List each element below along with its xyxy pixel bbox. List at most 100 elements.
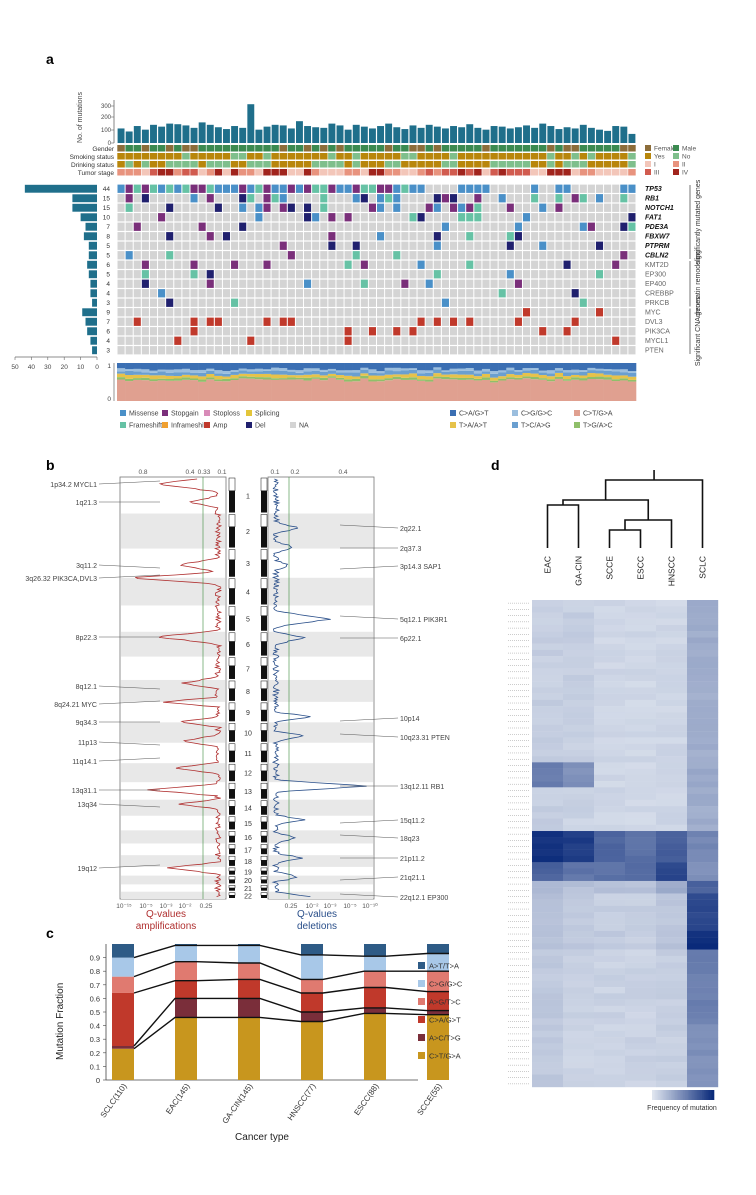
oncoprint-cell (506, 241, 514, 250)
oncoprint-cell (125, 251, 133, 260)
panel-c-bar-segment (175, 961, 197, 981)
mutation-count-bar (214, 127, 222, 143)
mutation-count-bar (466, 124, 474, 143)
oncoprint-cell (539, 194, 547, 203)
oncoprint-cell (393, 260, 401, 269)
heatmap-cell (563, 1024, 595, 1032)
oncoprint-cell (198, 241, 206, 250)
oncoprint-cell (571, 194, 579, 203)
annotation-cell (328, 145, 336, 152)
oncoprint-cell (174, 346, 182, 355)
signature-fraction-segment (433, 369, 442, 374)
oncoprint-cell (368, 194, 376, 203)
oncoprint-cell (239, 289, 247, 298)
oncoprint-cell (287, 336, 295, 345)
signature-fraction-segment (303, 377, 312, 381)
oncoprint-cell (449, 336, 458, 345)
heatmap-cell (625, 962, 657, 969)
oncoprint-cell (433, 232, 441, 241)
oncoprint-cell (514, 270, 522, 279)
annotation-cell (384, 145, 393, 152)
oncoprint-cell (539, 317, 547, 326)
annotation-cell (125, 153, 133, 160)
mutation-count-bar (620, 126, 628, 143)
signature-fraction-segment (279, 374, 288, 379)
oncoprint-cell (320, 298, 328, 307)
annotation-cell (603, 161, 612, 168)
heatmap-cell (594, 1037, 626, 1044)
oncoprint-cell (458, 336, 466, 345)
heatmap-cell (594, 693, 626, 701)
chromosome-label: 6 (246, 642, 250, 649)
ideogram-right-arm (260, 680, 268, 689)
annotation-cell (441, 153, 450, 160)
oncoprint-cell (174, 203, 182, 212)
amp-chromosome-band (121, 799, 225, 816)
signature-fraction-segment (554, 363, 564, 369)
annotation-cell (230, 169, 239, 176)
oncoprint-cell (539, 203, 547, 212)
oncoprint-cell (133, 241, 141, 250)
amp-peak-label: 11q14.1 (72, 759, 97, 766)
oncoprint-cell (336, 203, 344, 212)
oncoprint-cell (377, 241, 385, 250)
oncoprint-cell (141, 241, 149, 250)
oncoprint-cell (344, 317, 352, 326)
signature-fraction-segment (254, 373, 264, 378)
oncoprint-cell (255, 346, 263, 355)
heatmap-cell (563, 831, 595, 838)
oncoprint-cell (117, 194, 125, 203)
oncoprint-cell (441, 222, 449, 231)
heatmap-cell (532, 637, 564, 644)
oncoprint-cell (222, 213, 231, 222)
oncoprint-cell (498, 317, 506, 326)
colorbar-step (687, 1090, 690, 1100)
oncoprint-cell (417, 232, 425, 241)
oncoprint-cell (547, 241, 555, 250)
oncoprint-cell (198, 298, 206, 307)
oncoprint-cell (149, 184, 158, 193)
oncoprint-cell (466, 317, 474, 326)
oncoprint-cell (628, 270, 636, 279)
oncoprint-cell (214, 346, 222, 355)
signature-fraction-segment (157, 375, 166, 379)
annotation-cell (328, 161, 336, 168)
gene-frequency-bar (83, 232, 97, 241)
signature-fraction-segment (133, 374, 142, 379)
oncoprint-cell (287, 184, 295, 193)
signature-fraction-segment (384, 380, 394, 401)
oncoprint-cell (458, 289, 466, 298)
oncoprint-cell (377, 279, 385, 288)
heatmap-cell (563, 643, 595, 651)
oncoprint-cell (417, 203, 425, 212)
oncoprint-cell (604, 327, 612, 336)
signature-fraction-segment (287, 363, 296, 370)
oncoprint-cell (117, 270, 125, 279)
oncoprint-cell (198, 336, 206, 345)
oncoprint-cell (287, 194, 295, 203)
oncoprint-cell (368, 203, 376, 212)
oncoprint-cell (522, 232, 531, 241)
oncoprint-cell (328, 298, 336, 307)
heatmap-cell (563, 687, 595, 694)
ideogram-right (261, 549, 267, 577)
annotation-cell (165, 169, 174, 176)
signature-fraction-segment (117, 363, 126, 369)
oncoprint-cell (271, 270, 279, 279)
panel-c-bar-segment (364, 956, 386, 972)
oncoprint-cell (198, 279, 206, 288)
amp-peak-label: 1q21.3 (76, 500, 98, 507)
oncoprint-cell (522, 184, 531, 193)
signature-fraction-segment (319, 375, 329, 378)
heatmap-cell (625, 849, 657, 857)
oncoprint-cell (514, 260, 522, 269)
signature-legend-swatch (450, 422, 456, 428)
heatmap-cell (563, 724, 595, 732)
oncoprint-cell (141, 346, 149, 355)
oncoprint-cell (206, 279, 214, 288)
oncoprint-cell (190, 251, 198, 260)
annotation-cell (579, 161, 588, 168)
oncoprint-cell (531, 232, 539, 241)
oncoprint-cell (222, 298, 231, 307)
signature-fraction-segment (149, 375, 158, 380)
